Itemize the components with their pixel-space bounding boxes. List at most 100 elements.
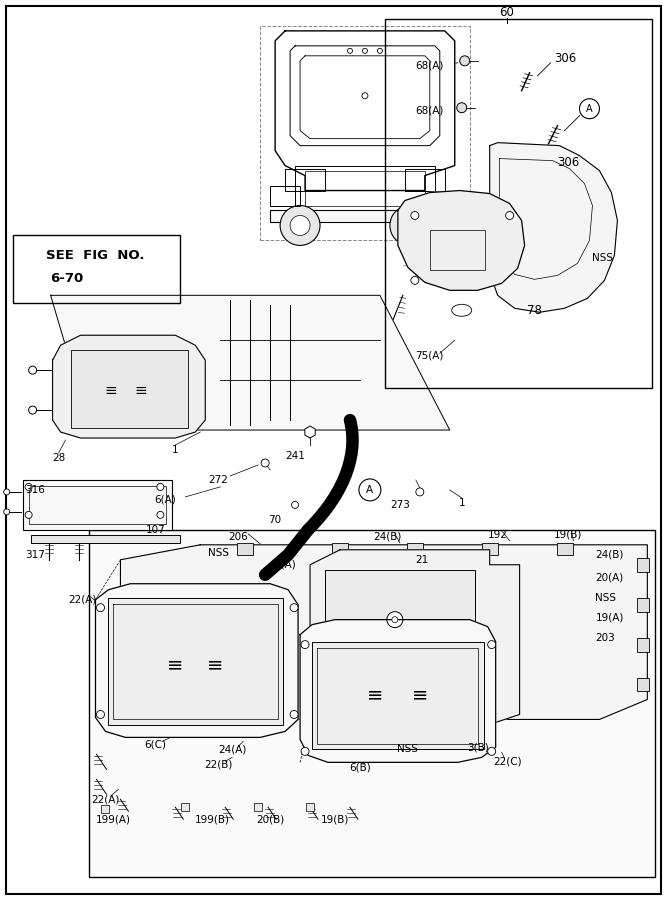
Text: 22(A): 22(A) xyxy=(91,795,119,805)
Text: ≡: ≡ xyxy=(134,382,147,398)
Circle shape xyxy=(457,103,467,112)
Bar xyxy=(556,543,572,554)
Bar xyxy=(181,804,189,811)
Circle shape xyxy=(362,93,368,99)
Bar xyxy=(638,678,650,691)
Circle shape xyxy=(4,489,10,495)
Circle shape xyxy=(392,616,398,623)
Polygon shape xyxy=(51,295,450,430)
Polygon shape xyxy=(398,191,525,291)
Text: 68(A): 68(A) xyxy=(415,105,443,116)
Bar xyxy=(306,804,314,811)
Circle shape xyxy=(362,49,368,53)
Bar xyxy=(31,535,180,543)
Text: 19(B): 19(B) xyxy=(321,814,350,824)
Text: 192: 192 xyxy=(488,530,508,540)
Circle shape xyxy=(416,488,424,496)
Circle shape xyxy=(97,604,105,612)
Circle shape xyxy=(348,49,352,53)
Circle shape xyxy=(280,205,320,246)
Text: 75(A): 75(A) xyxy=(415,350,443,360)
Circle shape xyxy=(290,710,298,718)
Circle shape xyxy=(157,483,164,490)
Circle shape xyxy=(378,49,382,53)
Circle shape xyxy=(290,604,298,612)
Circle shape xyxy=(29,366,37,374)
Bar xyxy=(237,543,253,554)
Circle shape xyxy=(411,212,419,220)
Bar xyxy=(260,26,470,240)
Bar xyxy=(254,804,262,811)
Text: NSS: NSS xyxy=(398,744,418,754)
Bar xyxy=(270,211,460,222)
Circle shape xyxy=(301,641,309,649)
Circle shape xyxy=(290,215,310,236)
Text: ≡: ≡ xyxy=(412,685,428,704)
Bar xyxy=(270,185,300,205)
Text: 3(B): 3(B) xyxy=(467,742,488,752)
Bar xyxy=(305,171,425,205)
Bar xyxy=(23,480,172,530)
Bar xyxy=(285,168,325,191)
Text: A: A xyxy=(586,104,593,113)
Polygon shape xyxy=(53,335,205,438)
Text: 6-70: 6-70 xyxy=(51,272,84,285)
Text: 316: 316 xyxy=(25,485,45,495)
Polygon shape xyxy=(121,544,648,719)
Text: 21: 21 xyxy=(415,554,428,565)
Text: 68(A): 68(A) xyxy=(415,61,443,71)
Polygon shape xyxy=(275,31,455,191)
Text: 24(B): 24(B) xyxy=(374,532,402,542)
Text: 78: 78 xyxy=(527,304,542,317)
Text: A: A xyxy=(366,485,374,495)
Bar xyxy=(89,530,656,878)
Circle shape xyxy=(261,459,269,467)
Text: 28: 28 xyxy=(52,453,65,463)
Text: 20(A): 20(A) xyxy=(596,572,624,582)
Bar xyxy=(89,530,656,878)
Text: 60: 60 xyxy=(499,6,514,20)
Text: SEE  FIG  NO.: SEE FIG NO. xyxy=(46,249,145,262)
Text: 70: 70 xyxy=(269,515,281,525)
Text: 241: 241 xyxy=(285,451,305,461)
Bar xyxy=(109,598,283,725)
Text: 199(A): 199(A) xyxy=(95,814,131,824)
Bar xyxy=(295,166,435,211)
Text: 24(A): 24(A) xyxy=(218,744,246,754)
Text: 3(A): 3(A) xyxy=(274,560,296,570)
Text: 107: 107 xyxy=(145,525,165,535)
Circle shape xyxy=(400,215,420,236)
Bar xyxy=(29,486,166,524)
Bar xyxy=(13,236,180,303)
Polygon shape xyxy=(95,584,298,737)
Text: NSS: NSS xyxy=(207,548,229,558)
Circle shape xyxy=(291,501,299,508)
Circle shape xyxy=(488,641,496,649)
Ellipse shape xyxy=(452,304,472,316)
Text: 306: 306 xyxy=(558,156,580,169)
Circle shape xyxy=(25,483,32,490)
Bar xyxy=(101,806,109,814)
Text: 199(B): 199(B) xyxy=(195,814,230,824)
Bar xyxy=(71,350,188,428)
Text: 22(C): 22(C) xyxy=(494,756,522,767)
Bar xyxy=(332,543,348,554)
Text: ≡: ≡ xyxy=(367,685,383,704)
Circle shape xyxy=(4,508,10,515)
Circle shape xyxy=(488,747,496,755)
Circle shape xyxy=(157,511,164,518)
Text: 6(C): 6(C) xyxy=(144,740,166,750)
Text: 203: 203 xyxy=(596,633,615,643)
Text: ≡: ≡ xyxy=(167,655,183,674)
Text: 273: 273 xyxy=(390,500,410,510)
Circle shape xyxy=(390,205,430,246)
Bar xyxy=(270,211,460,222)
Text: 19(A): 19(A) xyxy=(596,613,624,623)
Bar xyxy=(407,543,423,554)
Text: 6(A): 6(A) xyxy=(155,495,176,505)
Bar xyxy=(430,230,485,270)
Bar xyxy=(638,558,650,572)
Circle shape xyxy=(25,511,32,518)
Bar xyxy=(405,168,445,191)
Text: NSS: NSS xyxy=(596,593,616,603)
